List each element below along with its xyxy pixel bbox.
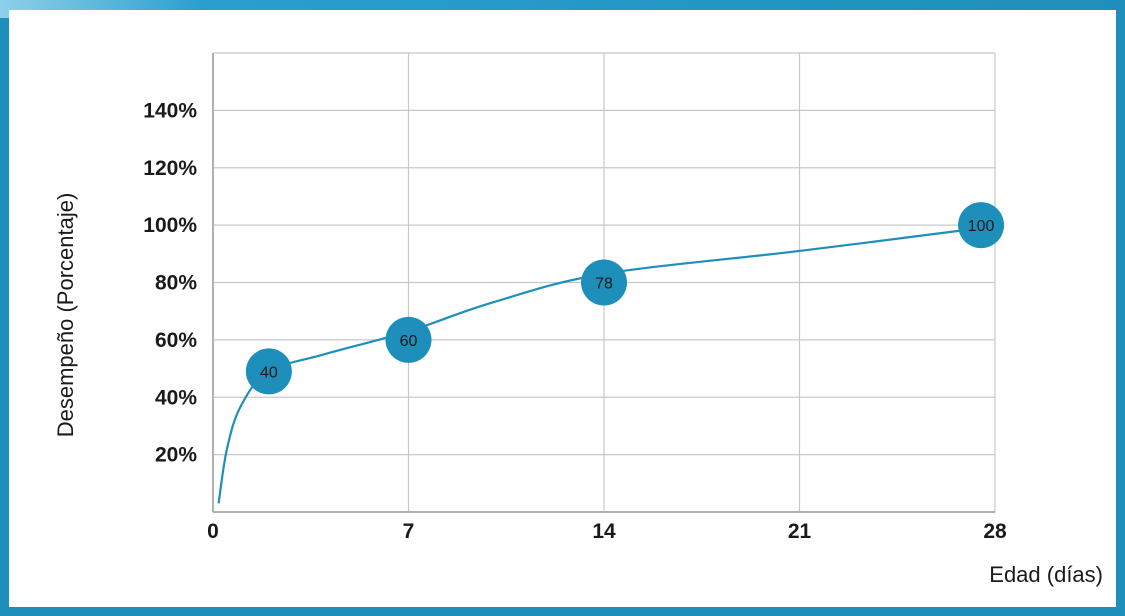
y-tick-label: 100% [143,214,197,237]
data-point-marker [245,348,292,395]
x-tick-label: 28 [983,520,1007,543]
x-tick-label: 14 [592,520,616,543]
x-axis-title: Edad (días) [989,562,1103,587]
y-tick-label: 40% [155,386,197,409]
top-band-inner [9,10,1116,18]
data-point-label: 78 [595,276,613,293]
data-point-label: 40 [260,364,278,381]
data-points: 40 60 78 100 [245,202,1005,395]
y-tick-label: 60% [155,329,197,352]
y-tick-label: 20% [155,444,197,467]
y-axis-title: Desempeño (Porcentaje) [53,193,78,438]
x-tick-label: 21 [788,520,812,543]
y-axis-ticks: 20% 40% 60% 80% 100% 120% 140% [143,99,197,466]
y-tick-label: 140% [143,99,197,122]
data-point-marker [581,259,627,306]
data-point-label: 60 [400,333,418,350]
y-tick-label: 80% [155,272,197,295]
x-axis-ticks: 0 7 14 21 28 [207,520,1007,543]
chart-axes [212,53,995,513]
data-point-marker [385,316,432,363]
data-point-marker [958,202,1005,249]
x-tick-label: 0 [207,520,219,543]
data-point-label: 100 [968,218,995,235]
x-tick-label: 7 [403,520,415,543]
y-tick-label: 120% [143,157,197,180]
